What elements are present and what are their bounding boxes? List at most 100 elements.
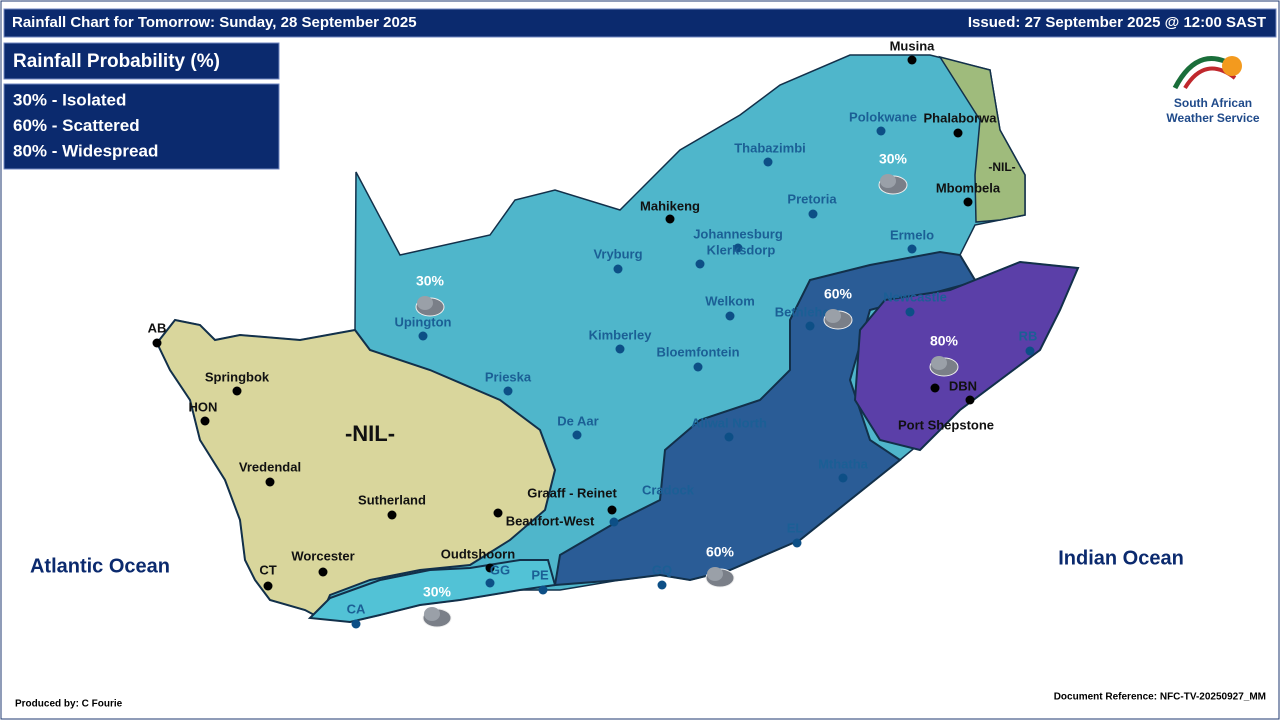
city-dot [503, 386, 513, 396]
zone-label: 80% [930, 333, 959, 349]
cloud-icon [424, 607, 440, 621]
header-title: Rainfall Chart for Tomorrow: Sunday, 28 … [12, 14, 417, 31]
legend-title-box [3, 42, 280, 80]
legend-title: Rainfall Probability (%) [13, 51, 220, 72]
city-dot [838, 473, 848, 483]
city-label: Beaufort-West [506, 513, 595, 528]
zone-60 [553, 250, 1001, 587]
city-label: Pretoria [787, 191, 837, 206]
legend-item: 30% - Isolated [13, 90, 126, 109]
city-label: RB [1019, 328, 1038, 343]
city-label: Worcester [291, 548, 354, 563]
city-dot [763, 157, 773, 167]
city-label: PE [531, 567, 549, 582]
city-dot [657, 580, 667, 590]
city-dot [907, 55, 917, 65]
city-label: CT [259, 562, 276, 577]
city-label: Mahikeng [640, 198, 700, 213]
city-dot [538, 585, 548, 595]
city-dot [265, 477, 275, 487]
city-dot [693, 362, 703, 372]
city-dot [485, 578, 495, 588]
nil-zone [938, 55, 1026, 223]
city-dot [318, 567, 328, 577]
city-label: Mbombela [936, 180, 1001, 195]
city-label: Aliwal North [691, 415, 767, 430]
city-dot [613, 264, 623, 274]
cloud-icon [880, 174, 896, 188]
city-dot [963, 197, 973, 207]
city-label: Johannesburg [693, 226, 783, 241]
logo: South African Weather Service [1166, 55, 1260, 125]
city-label: Welkom [705, 293, 755, 308]
city-label: Bethlehem [775, 304, 841, 319]
city-dot [733, 243, 743, 253]
city-label: Graaff - Reinet [527, 485, 617, 500]
city-dot [572, 430, 582, 440]
footer-producer: Produced by: C Fourie [15, 699, 123, 710]
city-label: De Aar [557, 413, 598, 428]
city-dot [387, 510, 397, 520]
city-label: Sutherland [358, 492, 426, 507]
zone-label: 30% [423, 584, 452, 600]
issued: Issued: 27 September 2025 @ 12:00 SAST [968, 14, 1266, 31]
city-label: Oudtshoorn [441, 546, 515, 561]
legend-box [3, 83, 280, 170]
city-label: DBN [949, 378, 977, 393]
city-label: Cradock [642, 482, 695, 497]
city-label: Upington [394, 314, 451, 329]
city-label: Polokwane [849, 109, 917, 124]
zone-label: 30% [879, 151, 908, 167]
zone-30 [307, 559, 557, 624]
city-dot [665, 214, 675, 224]
legend-item: 80% - Widespread [13, 141, 158, 160]
city-label: AB [148, 320, 167, 335]
city-dot [953, 128, 963, 138]
city-dot [351, 619, 361, 629]
legend-item: 60% - Scattered [13, 116, 140, 135]
city-label: HON [189, 399, 218, 414]
city-label: Newcastle [883, 289, 947, 304]
header-bar [3, 8, 1277, 38]
city-dot [607, 505, 617, 515]
nil-zone [155, 318, 557, 620]
city-dot [792, 538, 802, 548]
city-dot [493, 508, 503, 518]
city-label: Port Shepstone [898, 417, 994, 432]
city-label: Springbok [205, 369, 270, 384]
city-dot [232, 386, 242, 396]
zone-label: 60% [824, 286, 853, 302]
city-dot [724, 432, 734, 442]
city-label: Musina [890, 38, 936, 53]
logo-text: Weather Service [1166, 111, 1259, 125]
city-label: Phalaborwa [924, 110, 998, 125]
city-label: GQ [652, 562, 672, 577]
zone-label: 30% [416, 273, 445, 289]
cloud-icon [707, 567, 723, 581]
zone-label: 60% [706, 544, 735, 560]
city-dot [152, 338, 162, 348]
map-layer [155, 54, 1080, 624]
ocean-label: Indian Ocean [1058, 547, 1184, 569]
city-dot [905, 307, 915, 317]
city-label: Thabazimbi [734, 140, 806, 155]
city-dot [263, 581, 273, 591]
city-label: Kimberley [589, 327, 653, 342]
logo-sun [1222, 56, 1242, 76]
logo-text: South African [1174, 96, 1252, 110]
city-dot [609, 517, 619, 527]
city-label: Bloemfontein [656, 344, 739, 359]
city-dot [876, 126, 886, 136]
ocean-label: Atlantic Ocean [30, 555, 170, 577]
city-dot [907, 244, 917, 254]
city-label: Ermelo [890, 227, 934, 242]
city-label: CA [347, 601, 366, 616]
city-dot [805, 321, 815, 331]
city-label: Klerksdorp [707, 242, 776, 257]
city-label: GG [490, 562, 510, 577]
cloud-icon [825, 309, 841, 323]
zone-label: -NIL- [345, 421, 395, 446]
city-dot [930, 383, 940, 393]
city-dot [200, 416, 210, 426]
